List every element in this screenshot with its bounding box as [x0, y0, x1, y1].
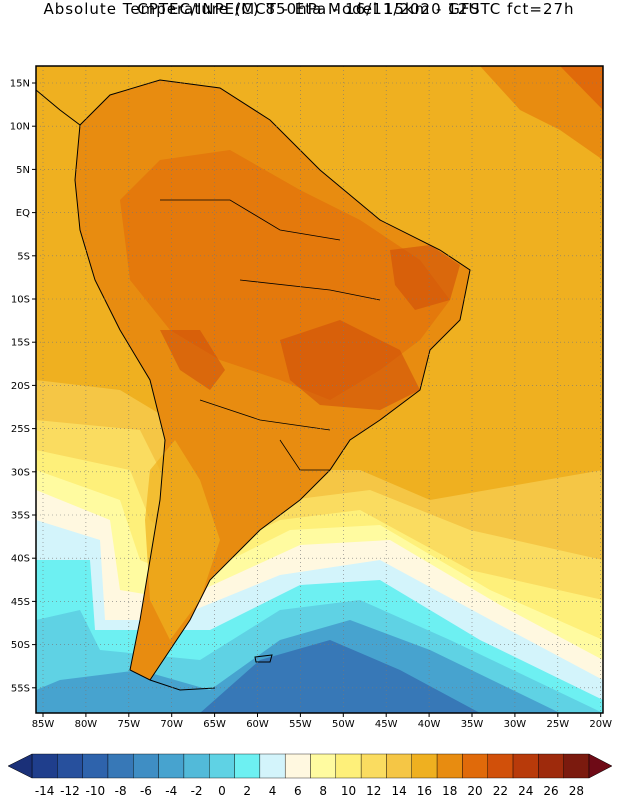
colorbar-label: 16 [417, 784, 432, 798]
colorbar-label: 12 [366, 784, 381, 798]
colorbar-label: -6 [140, 784, 152, 798]
colorbar-label: -2 [191, 784, 203, 798]
colorbar-swatch [234, 753, 261, 779]
colorbar-label: 26 [543, 784, 558, 798]
lat-label: 25S [11, 424, 30, 435]
lon-label: 65W [203, 719, 226, 730]
lon-label: 75W [117, 719, 140, 730]
colorbar-swatch [284, 753, 311, 779]
lat-label: 50S [11, 640, 30, 651]
colorbar-swatch [386, 753, 412, 779]
lon-label: 80W [75, 719, 98, 730]
lat-label: 35S [11, 511, 30, 522]
colorbar-swatch [183, 753, 210, 779]
colorbar-label: -10 [85, 784, 105, 798]
grid-lines [32, 66, 603, 717]
lat-label: 10N [10, 122, 30, 133]
colorbar-label: 28 [569, 784, 584, 798]
colorbar-labels: -14 -12 -10 -8 -6 -4 -2 0 2 4 6 8 10 12 14 16 18 20 22 24 26… [35, 784, 584, 798]
colorbar-swatch [436, 753, 463, 779]
lat-label: 20S [11, 381, 30, 392]
colorbar-label: -12 [60, 784, 80, 798]
colorbar-swatch [335, 753, 362, 779]
colorbar-label: -4 [165, 784, 177, 798]
lat-label: 15S [11, 338, 30, 349]
colorbar-label: 24 [518, 784, 533, 798]
lon-label: 55W [289, 719, 312, 730]
lat-label: 55S [11, 683, 30, 694]
colorbar-label: 2 [243, 784, 251, 798]
temperature-field [36, 66, 603, 713]
colorbar-label: 4 [269, 784, 277, 798]
longitude-labels: 85W 80W 75W 70W 65W 60W 55W 50W 45W 40W 35W 30W 25W 2… [32, 719, 612, 730]
colorbar-label: 10 [341, 784, 356, 798]
lon-label: 45W [375, 719, 398, 730]
colorbar-overflow-triangle [588, 753, 613, 779]
lat-label: 10S [11, 295, 30, 306]
latitude-labels: 15N 10N 5N EQ 5S 10S 15S 20S 25S 30S 35S 40S 45S 50S 5… [10, 79, 30, 695]
lat-label: 5S [17, 251, 30, 262]
lon-label: 35W [461, 719, 484, 730]
lat-label: 5N [16, 165, 30, 176]
lat-label: 30S [11, 467, 30, 478]
colorbar-label: 8 [319, 784, 327, 798]
lon-label: 25W [546, 719, 569, 730]
colorbar-label: 18 [442, 784, 457, 798]
colorbar-swatch [360, 753, 387, 779]
lat-label: 40S [11, 554, 30, 565]
lon-label: 30W [504, 719, 527, 730]
colorbar-label: 6 [294, 784, 302, 798]
map-frame [35, 65, 604, 714]
lat-label: 15N [10, 79, 30, 90]
colorbar-swatch [209, 753, 235, 779]
temperature-map: 15N 10N 5N EQ 5S 10S 15S 20S 25S 30S 35S 40S 45S 50S 5… [10, 65, 612, 730]
lat-label: 45S [11, 597, 30, 608]
colorbar-swatch [259, 753, 286, 779]
title-line-2: Absolute Temperature (C) 850hPa - 16/11/… [43, 0, 575, 18]
colorbar-label: 0 [218, 784, 226, 798]
lon-label: 40W [418, 719, 441, 730]
colorbar-swatch [133, 753, 159, 779]
colorbar-swatch [82, 753, 109, 779]
colorbar-underflow-triangle [7, 753, 33, 779]
colorbar-swatch [158, 753, 185, 779]
colorbar-label: 20 [467, 784, 482, 798]
title-line-1: CPTEC/INPE/MCT - Eta Model 15km - GFS [137, 0, 481, 18]
lat-label: EQ [16, 208, 30, 219]
colorbar-swatch [411, 753, 438, 779]
colorbar-swatch [487, 753, 514, 779]
lon-label: 20W [589, 719, 612, 730]
colorbar-swatch [512, 753, 539, 779]
colorbar-swatches [31, 753, 590, 779]
lon-label: 60W [246, 719, 269, 730]
colorbar-swatch [538, 753, 564, 779]
lon-label: 70W [160, 719, 183, 730]
colorbar-swatch [462, 753, 488, 779]
colorbar-swatch [57, 753, 83, 779]
colorbar-label: 14 [391, 784, 406, 798]
colorbar-label: -8 [115, 784, 127, 798]
colorbar-swatch [563, 753, 590, 779]
colorbar-label: 22 [493, 784, 508, 798]
colorbar-label: -14 [35, 784, 55, 798]
lon-label: 85W [32, 719, 55, 730]
colorbar-swatch [31, 753, 58, 779]
lon-label: 50W [332, 719, 355, 730]
colorbar-swatch [107, 753, 134, 779]
colorbar-swatch [310, 753, 337, 779]
